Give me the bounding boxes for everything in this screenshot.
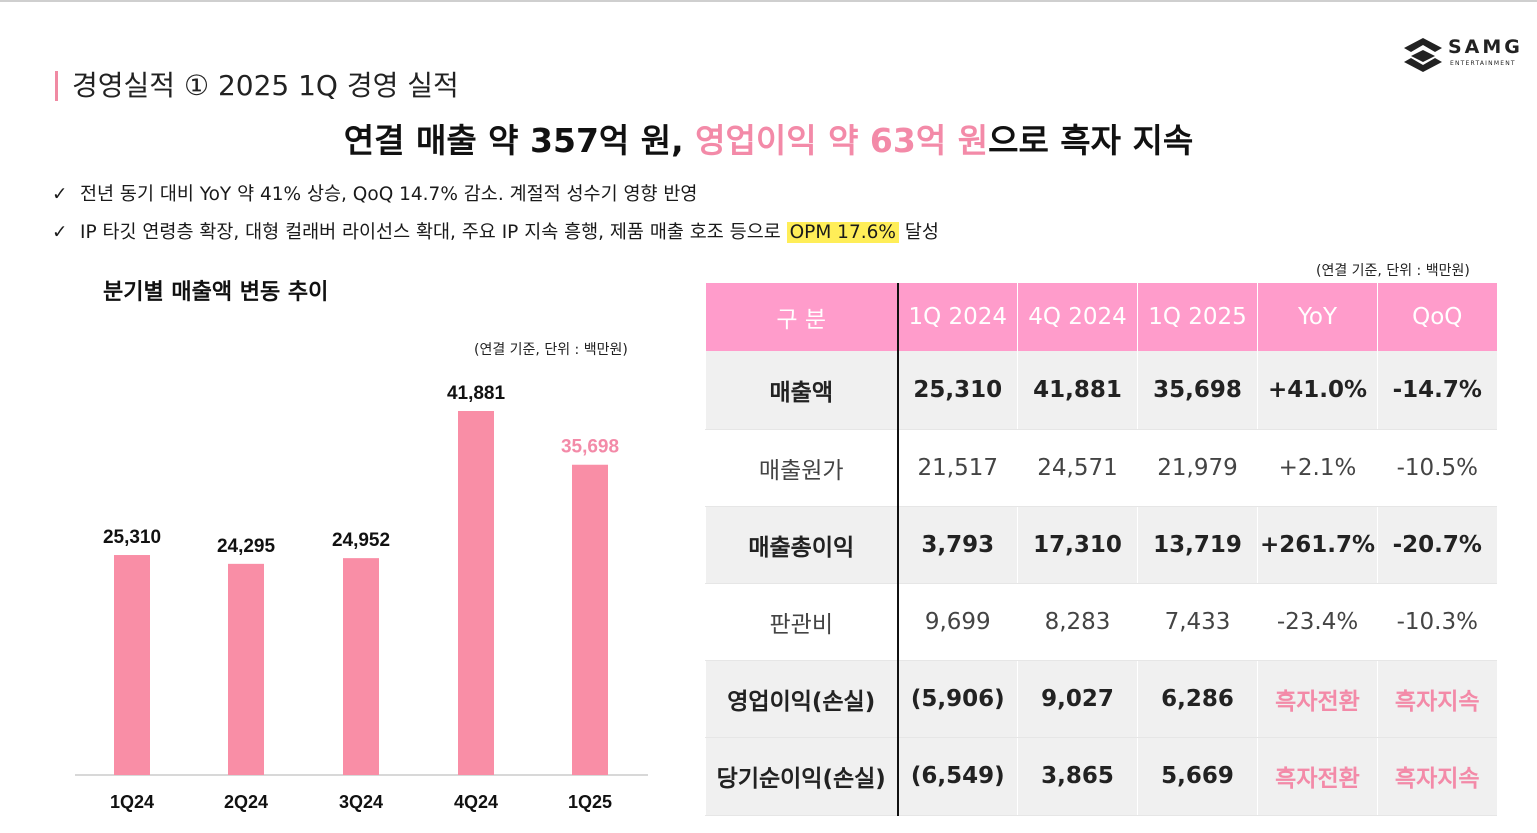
- bar-1q24: [114, 555, 150, 775]
- row-label: 영업이익(손실): [705, 660, 899, 738]
- table-cell: 8,283: [1017, 583, 1138, 661]
- header-category: 구 분: [705, 283, 899, 351]
- x-tick-label: 1Q24: [110, 792, 154, 812]
- table-header-row: 구 분 1Q 2024 4Q 2024 1Q 2025 YoY QoQ: [705, 283, 1497, 351]
- header-1q2025: 1Q 2025: [1137, 283, 1258, 351]
- bar-4q24: [458, 411, 494, 775]
- table-cell: -23.4%: [1257, 583, 1378, 661]
- header-1q2024: 1Q 2024: [897, 283, 1018, 351]
- table-cell: 21,517: [897, 429, 1018, 507]
- table-cell: 3,793: [897, 506, 1018, 584]
- bullet-item: ✓ 전년 동기 대비 YoY 약 41% 상승, QoQ 14.7% 감소. 계절…: [52, 180, 697, 206]
- section-title: 경영실적 ① 2025 1Q 경영 실적: [72, 69, 459, 102]
- headline-part1: 연결 매출 약 357억 원,: [343, 121, 696, 160]
- chart-unit-note: (연결 기준, 단위 : 백만원): [474, 342, 628, 358]
- bar-2q24: [228, 563, 264, 775]
- row-label: 매출총이익: [705, 506, 899, 584]
- top-divider: [0, 0, 1537, 2]
- data-label: 41,881: [447, 383, 506, 404]
- bullet-text: 전년 동기 대비 YoY 약 41% 상승, QoQ 14.7% 감소. 계절적…: [80, 184, 698, 205]
- samg-logo: SAMG ENTERTAINMENT: [1402, 36, 1534, 74]
- table-cell: -10.3%: [1377, 583, 1497, 661]
- table-cell-status: 흑자지속: [1377, 737, 1497, 816]
- table-cell: (5,906): [897, 660, 1018, 738]
- table-cell: 41,881: [1017, 351, 1138, 430]
- table-row: 영업이익(손실) (5,906) 9,027 6,286 흑자전환 흑자지속: [705, 660, 1497, 738]
- bullet-text: IP 타깃 연령층 확장, 대형 컬래버 라이선스 확대, 주요 IP 지속 흥…: [80, 222, 787, 243]
- table-cell: 17,310: [1017, 506, 1138, 584]
- row-label: 판관비: [705, 583, 899, 661]
- x-tick-label: 1Q25: [568, 792, 612, 812]
- table-cell: (6,549): [897, 737, 1018, 816]
- table-cell: -10.5%: [1377, 429, 1497, 507]
- header-4q2024: 4Q 2024: [1017, 283, 1138, 351]
- table-cell: +261.7%: [1257, 506, 1378, 584]
- check-icon: ✓: [52, 184, 68, 205]
- data-label: 24,952: [332, 530, 390, 551]
- table-cell: +2.1%: [1257, 429, 1378, 507]
- table-cell: 21,979: [1137, 429, 1258, 507]
- bar-3q24: [343, 558, 379, 775]
- bullet-text-end: 달성: [898, 222, 939, 243]
- table-cell: -14.7%: [1377, 351, 1497, 430]
- data-label: 35,698: [561, 437, 619, 458]
- data-label: 24,295: [217, 536, 276, 557]
- table-cell: 6,286: [1137, 660, 1258, 738]
- table-cell: 35,698: [1137, 351, 1258, 430]
- revenue-bar-chart: 25,310 1Q24 24,295 2Q24 24,952 3Q24 41,881 4Q24…: [75, 383, 648, 812]
- bullet-item: ✓ IP 타깃 연령층 확장, 대형 컬래버 라이선스 확대, 주요 IP 지속 …: [52, 218, 939, 244]
- row-label: 당기순이익(손실): [705, 737, 899, 816]
- check-icon: ✓: [52, 222, 68, 243]
- table-cell-status: 흑자전환: [1257, 660, 1378, 738]
- header-qoq: QoQ: [1377, 283, 1497, 351]
- table-row: 판관비 9,699 8,283 7,433 -23.4% -10.3%: [705, 583, 1497, 661]
- table-cell: 13,719: [1137, 506, 1258, 584]
- table-unit-note: (연결 기준, 단위 : 백만원): [1316, 263, 1470, 279]
- bar-1q25: [572, 464, 608, 775]
- logo-wordmark: SAMG: [1448, 36, 1523, 58]
- table-row: 당기순이익(손실) (6,549) 3,865 5,669 흑자전환 흑자지속: [705, 737, 1497, 816]
- x-tick-label: 4Q24: [454, 792, 498, 812]
- table-cell: 24,571: [1017, 429, 1138, 507]
- table-cell: 9,027: [1017, 660, 1138, 738]
- table-row: 매출액 25,310 41,881 35,698 +41.0% -14.7%: [705, 351, 1497, 430]
- header-yoy: YoY: [1257, 283, 1378, 351]
- table-cell: 5,669: [1137, 737, 1258, 816]
- table-cell: 25,310: [897, 351, 1018, 430]
- table-row: 매출총이익 3,793 17,310 13,719 +261.7% -20.7%: [705, 506, 1497, 584]
- logo-subtext: ENTERTAINMENT: [1450, 60, 1516, 67]
- table-cell: -20.7%: [1377, 506, 1497, 584]
- headline-part3: 으로 흑자 지속: [988, 121, 1194, 160]
- table-cell-status: 흑자전환: [1257, 737, 1378, 816]
- headline: 연결 매출 약 357억 원, 영업이익 약 63억 원으로 흑자 지속: [0, 114, 1537, 162]
- table-cell: 9,699: [897, 583, 1018, 661]
- table-row: 매출원가 21,517 24,571 21,979 +2.1% -10.5%: [705, 429, 1497, 507]
- financial-table: 구 분 1Q 2024 4Q 2024 1Q 2025 YoY QoQ 매출액 …: [705, 283, 1497, 816]
- chart-title: 분기별 매출액 변동 추이: [103, 280, 329, 305]
- opm-highlight: OPM 17.6%: [786, 222, 899, 243]
- row-label: 매출액: [705, 351, 899, 430]
- section-accent-bar: [55, 71, 58, 101]
- samg-logo-icon: [1404, 38, 1442, 72]
- headline-highlight: 영업이익 약 63억 원: [695, 121, 989, 160]
- table-cell: 3,865: [1017, 737, 1138, 816]
- table-cell: 7,433: [1137, 583, 1258, 661]
- data-label: 25,310: [103, 527, 161, 548]
- table-cell: +41.0%: [1257, 351, 1378, 430]
- x-tick-label: 3Q24: [339, 792, 383, 812]
- table-cell-status: 흑자지속: [1377, 660, 1497, 738]
- row-label: 매출원가: [705, 429, 899, 507]
- x-tick-label: 2Q24: [224, 792, 268, 812]
